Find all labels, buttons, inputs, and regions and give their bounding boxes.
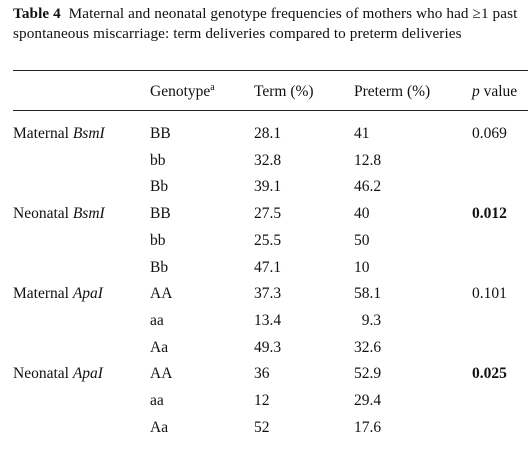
preterm-cell: 32.6 [354, 339, 382, 356]
group-label-prefix: Neonatal [13, 365, 73, 382]
term-cell: 13.4 [254, 312, 282, 329]
p-value-cell: 0.025 [472, 365, 507, 382]
preterm-cell: 10 [354, 259, 370, 276]
table-label: Table 4 [13, 5, 61, 22]
term-cell: 28.1 [254, 125, 282, 142]
group-label-prefix: Maternal [13, 125, 73, 142]
term-cell: 47.1 [254, 259, 282, 276]
term-cell: 37.3 [254, 285, 282, 302]
table-caption-text: Maternal and neonatal genotype frequenci… [13, 5, 518, 42]
group-label: Maternal BsmI [13, 124, 105, 144]
term-cell: 52 [254, 419, 270, 436]
group-label-gene: ApaI [72, 285, 103, 302]
preterm-cell: 12.8 [354, 152, 382, 169]
group-label-gene: BsmI [72, 205, 105, 222]
group-label: Neonatal ApaI [13, 364, 103, 384]
preterm-cell: 52.9 [354, 365, 382, 382]
preterm-cell: 50 [354, 232, 370, 249]
group-label: Neonatal BsmI [13, 204, 105, 224]
genotype-cell: aa [150, 312, 164, 329]
genotype-cell: AA [150, 285, 173, 302]
top-rule [13, 70, 528, 71]
genotype-cell: BB [150, 125, 171, 142]
term-cell: 27.5 [254, 205, 282, 222]
genotype-cell: aa [150, 392, 164, 409]
header-preterm: Preterm (%) [354, 83, 431, 100]
group-label-gene: BsmI [72, 125, 105, 142]
preterm-cell: 9.3 [354, 312, 382, 329]
preterm-cell: 41 [354, 125, 370, 142]
p-value-cell: 0.069 [472, 125, 507, 142]
term-cell: 25.5 [254, 232, 282, 249]
genotype-cell: AA [150, 365, 173, 382]
term-cell: 49.3 [254, 339, 282, 356]
group-label-gene: ApaI [72, 365, 103, 382]
header-term: Term (%) [254, 83, 314, 100]
preterm-cell: 17.6 [354, 419, 382, 436]
preterm-cell: 40 [354, 205, 370, 222]
genotype-cell: BB [150, 205, 171, 222]
header-genotype: Genotypea [150, 81, 215, 100]
genotype-cell: Aa [150, 339, 169, 356]
term-cell: 32.8 [254, 152, 282, 169]
genotype-cell: bb [150, 152, 166, 169]
term-cell: 12 [254, 392, 270, 409]
term-cell: 39.1 [254, 178, 282, 195]
group-label-prefix: Neonatal [13, 205, 73, 222]
preterm-cell: 58.1 [354, 285, 382, 302]
header-rule [13, 110, 528, 111]
genotype-cell: Bb [150, 259, 169, 276]
group-label: Maternal ApaI [13, 284, 103, 304]
preterm-cell: 46.2 [354, 178, 382, 195]
p-value-cell: 0.101 [472, 285, 507, 302]
p-value-cell: 0.012 [472, 205, 507, 222]
group-label-prefix: Maternal [13, 285, 73, 302]
preterm-cell: 29.4 [354, 392, 382, 409]
term-cell: 36 [254, 365, 270, 382]
genotype-cell: Aa [150, 419, 169, 436]
header-p-value: p value [472, 83, 518, 100]
genotype-cell: bb [150, 232, 166, 249]
table-caption: Table 4 Maternal and neonatal genotype f… [13, 4, 528, 44]
genotype-cell: Bb [150, 178, 169, 195]
header-genotype-footnote: a [210, 81, 215, 93]
